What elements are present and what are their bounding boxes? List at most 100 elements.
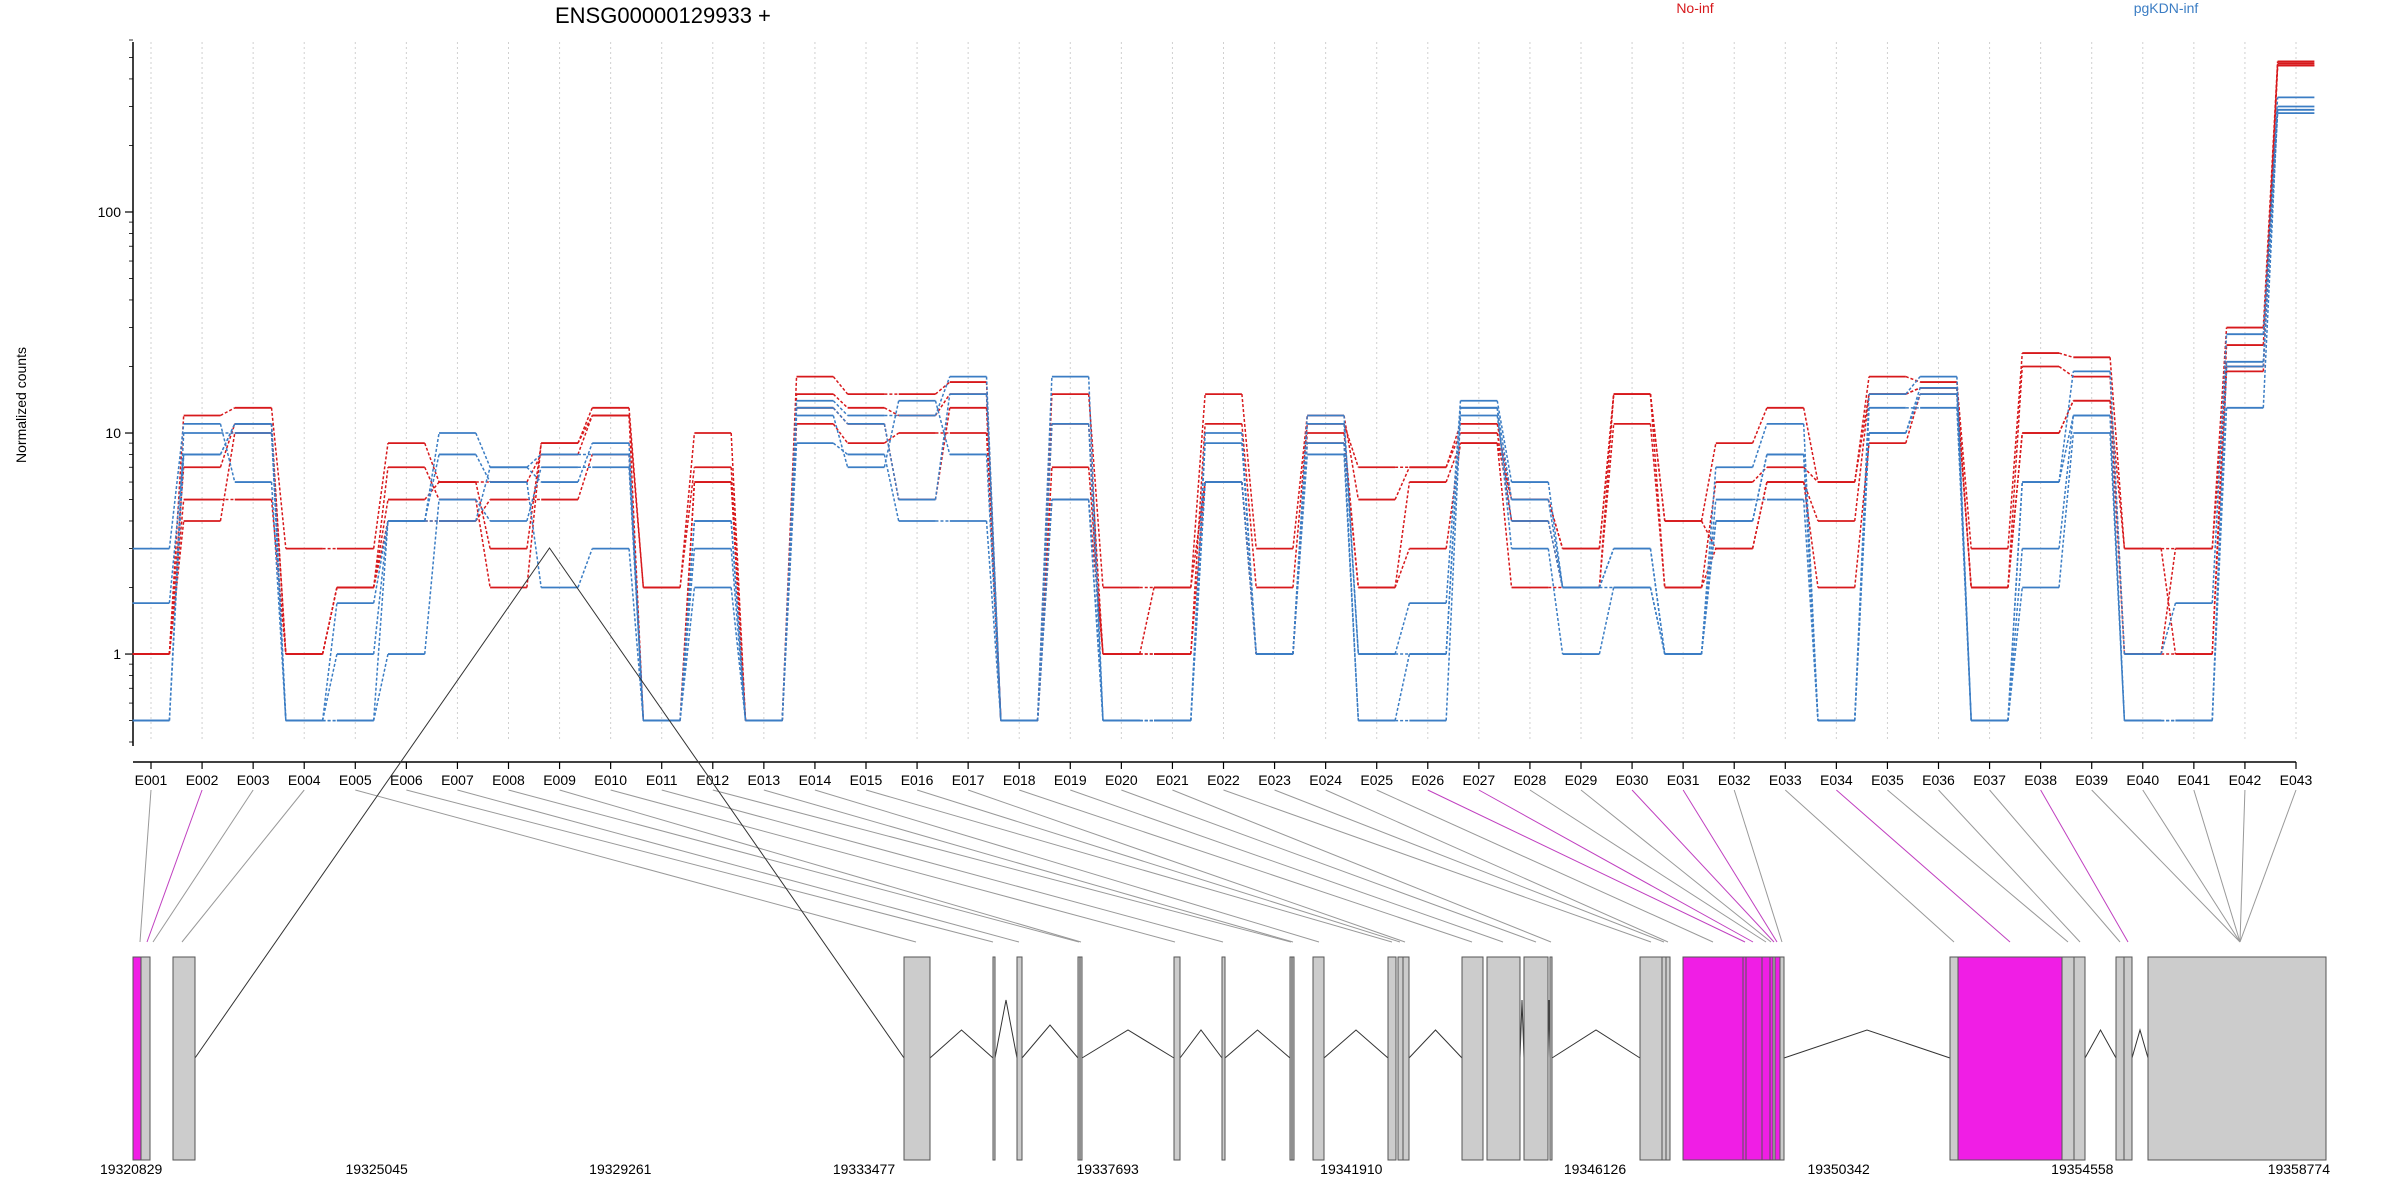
data-connector: [1547, 520, 1564, 588]
data-connector: [730, 520, 747, 721]
data-connector: [1496, 415, 1513, 522]
data-connector: [1292, 415, 1309, 549]
exon-block: [1779, 956, 1785, 1161]
data-connector: [1445, 407, 1462, 655]
x-tick-label-e012: E012: [696, 772, 729, 788]
x-tick-label-e029: E029: [1565, 772, 1598, 788]
gene-model: 19320829 19325045 19329261 19333477 19337693…: [100, 547, 2330, 1177]
data-connector: [424, 454, 440, 522]
data-connector: [1598, 587, 1615, 655]
data-connector: [883, 432, 900, 444]
data-connector: [1241, 481, 1257, 655]
data-connector: [1547, 548, 1564, 655]
exon-connector: [1682, 789, 1778, 943]
exon-connector: [1989, 789, 2121, 943]
x-tick-label-e021: E021: [1156, 772, 1189, 788]
exon-connector: [814, 789, 1320, 943]
data-connector: [168, 454, 185, 721]
exon-block-highlight: [1745, 956, 1763, 1161]
exon-connector: [1427, 789, 1746, 943]
exon-connector: [1836, 789, 2011, 943]
data-connector: [1853, 443, 1870, 588]
data-connector: [1751, 423, 1768, 468]
data-connector: [1803, 466, 1819, 483]
data-connector: [1190, 423, 1206, 655]
exon-connector: [865, 789, 1393, 943]
data-connector: [526, 443, 542, 549]
genomic-coordinate-label: 19346126: [1564, 1161, 1627, 1177]
data-connector: [475, 467, 491, 522]
exon-connector: [1070, 789, 1504, 943]
y-tick-label: 100: [98, 204, 122, 220]
data-connector: [1292, 423, 1309, 588]
data-connector: [628, 415, 645, 588]
data-connector: [1190, 432, 1206, 721]
exon-block: [1291, 956, 1295, 1161]
exon-block: [172, 956, 196, 1161]
intron-line: [1021, 1024, 1079, 1059]
exon-block: [1173, 956, 1181, 1161]
data-connector: [832, 407, 849, 425]
data-connector: [1241, 423, 1257, 588]
x-tick-label-e026: E026: [1411, 772, 1444, 788]
intron-line: [1179, 1029, 1223, 1059]
data-connector: [1752, 466, 1768, 483]
data-connector: [1802, 481, 1819, 522]
exon-connector: [1223, 789, 1652, 943]
data-connector: [372, 443, 389, 549]
data-connector: [1751, 454, 1768, 522]
data-connector: [475, 499, 491, 522]
data-connector: [1343, 423, 1360, 468]
data-connector: [934, 393, 951, 500]
data-connector: [1496, 407, 1513, 549]
data-connector: [730, 548, 747, 721]
x-tick-label-e022: E022: [1207, 772, 1240, 788]
data-connector: [1649, 587, 1666, 655]
data-connector: [1547, 499, 1564, 549]
x-tick-label-e038: E038: [2024, 772, 2057, 788]
intron-line: [1323, 1029, 1389, 1059]
data-connector: [1598, 548, 1615, 588]
data-connector: [1751, 407, 1768, 444]
data-connector: [2058, 371, 2075, 483]
axes: 1 10 100 E001 E002 E003 E004 E005 E006 E007 E008 E0…: [98, 39, 2313, 788]
exon-connector: [916, 789, 1401, 943]
exon-block-highlight: [1957, 956, 2063, 1161]
data-connector: [321, 603, 338, 721]
x-tick-label-e040: E040: [2126, 772, 2159, 788]
exon-connector: [1274, 789, 1665, 943]
data-connector: [1956, 382, 1972, 549]
exon-connector: [1887, 789, 2069, 943]
data-connector: [372, 653, 389, 721]
x-tick-label-e025: E025: [1360, 772, 1393, 788]
exon-connector: [139, 789, 152, 943]
data-connector: [679, 548, 696, 721]
data-connector: [1087, 376, 1104, 721]
data-connector: [372, 520, 389, 721]
data-connector: [730, 432, 747, 721]
exon-connector: [1938, 789, 2081, 943]
data-connector: [219, 423, 236, 455]
exon-connector: [1733, 789, 1783, 943]
data-connector: [883, 400, 900, 468]
y-tick-label: 1: [113, 646, 121, 662]
data-connector: [1036, 499, 1053, 721]
data-connector: [1700, 499, 1717, 655]
x-tick-label-e011: E011: [646, 772, 678, 788]
exon-connector: [355, 789, 917, 943]
intron-line: [929, 1029, 994, 1059]
data-connector: [1139, 587, 1155, 655]
exon-connector: [181, 789, 305, 943]
exon-connector: [406, 789, 994, 943]
x-tick-label-e017: E017: [952, 772, 985, 788]
data-connector: [2109, 415, 2126, 721]
data-connector: [577, 454, 593, 500]
data-connector: [1445, 415, 1462, 721]
data-connector: [372, 520, 389, 604]
exon-connector: [1478, 789, 1754, 943]
exon-block: [2123, 956, 2133, 1161]
exon-connector: [2239, 789, 2297, 943]
data-connector: [526, 453, 542, 468]
x-tick-label-e035: E035: [1871, 772, 1904, 788]
